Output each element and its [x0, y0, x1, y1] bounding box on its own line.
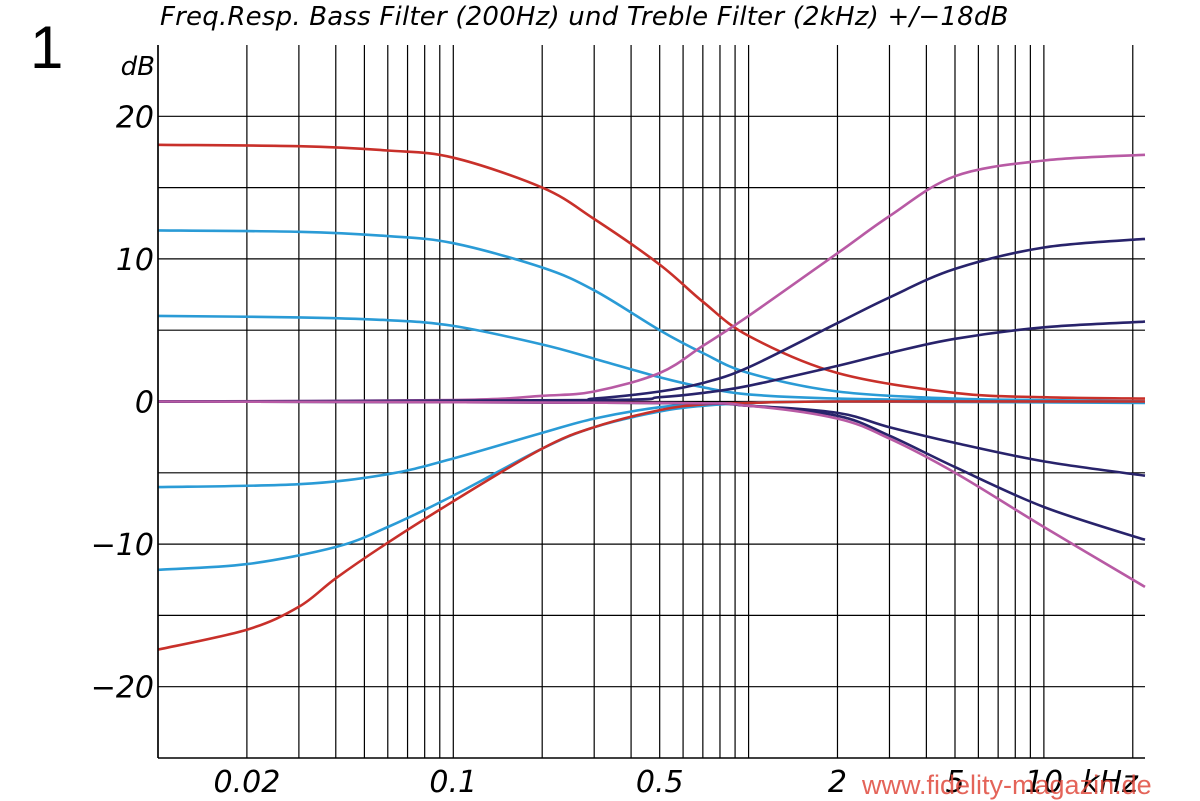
series-line-bass-2 [157, 314, 1146, 403]
series-line-treble-11 [157, 400, 1146, 589]
y-tick-labels: 20 10 0 −10 −20 [91, 100, 154, 705]
series-line-treble-6 [157, 153, 1146, 403]
series-line-treble-8 [157, 320, 1146, 403]
chart-title: Freq.Resp. Bass Filter (200Hz) und Trebl… [160, 2, 1009, 32]
y-axis-label: dB [121, 52, 155, 82]
y-tick-label: −20 [91, 671, 154, 706]
y-tick-label: 10 [116, 243, 154, 278]
x-tick-label: 0.1 [429, 765, 477, 800]
x-tick-label: 2 [828, 765, 847, 800]
x-tick-label: 10 [1025, 765, 1063, 800]
y-tick-label: 0 [135, 386, 154, 421]
y-tick-label: −10 [91, 528, 154, 563]
series-line-treble-10 [157, 400, 1146, 542]
x-tick-labels: 0.02 0.1 0.5 2 5 10 [213, 765, 1062, 800]
y-tick-label: 20 [116, 100, 154, 135]
x-tick-label: 0.5 [636, 765, 684, 800]
x-tick-label: 5 [945, 765, 964, 800]
figure-number: 1 [30, 14, 64, 81]
x-axis-label: kHz [1082, 765, 1139, 800]
series-line-bass-0 [157, 143, 1146, 400]
series-line-bass-5 [157, 400, 1146, 651]
series-group [157, 143, 1146, 651]
plot-frame [157, 45, 1145, 759]
x-tick-label: 0.02 [213, 765, 280, 800]
watermark: www.fidelity-magazin.de [862, 770, 1152, 800]
